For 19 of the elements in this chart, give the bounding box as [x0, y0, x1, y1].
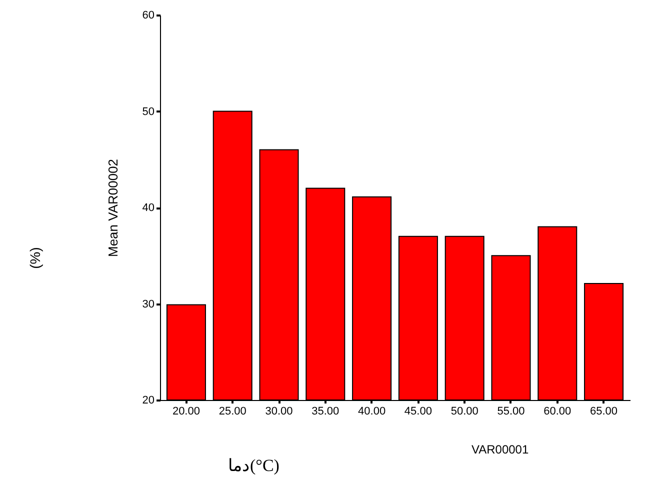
- y-axis-title: Mean VAR00002: [105, 158, 120, 258]
- x-tick-label: 55.00: [497, 406, 525, 418]
- x-tick-label: 45.00: [404, 406, 432, 418]
- y-tick-label: 50: [142, 106, 154, 118]
- text: دما(°C): [228, 455, 280, 476]
- text: (%): [26, 247, 43, 269]
- x-tick-label: 20.00: [172, 406, 200, 418]
- x-tick-label: 35.00: [312, 406, 340, 418]
- y-tick-label: 20: [142, 394, 154, 406]
- x-axis-title: VAR00001: [472, 442, 529, 456]
- y-tick-label: 40: [142, 202, 154, 214]
- x-tick-label: 65.00: [590, 406, 618, 418]
- x-tick-label: 30.00: [265, 406, 293, 418]
- x-tick-label: 50.00: [450, 406, 478, 418]
- x-tick-label: 25.00: [218, 406, 246, 418]
- x-tick-label: 40.00: [358, 406, 386, 418]
- y-tick-label: 60: [142, 10, 154, 22]
- x-tick-label: 60.00: [544, 406, 572, 418]
- y-tick-label: 30: [142, 298, 154, 310]
